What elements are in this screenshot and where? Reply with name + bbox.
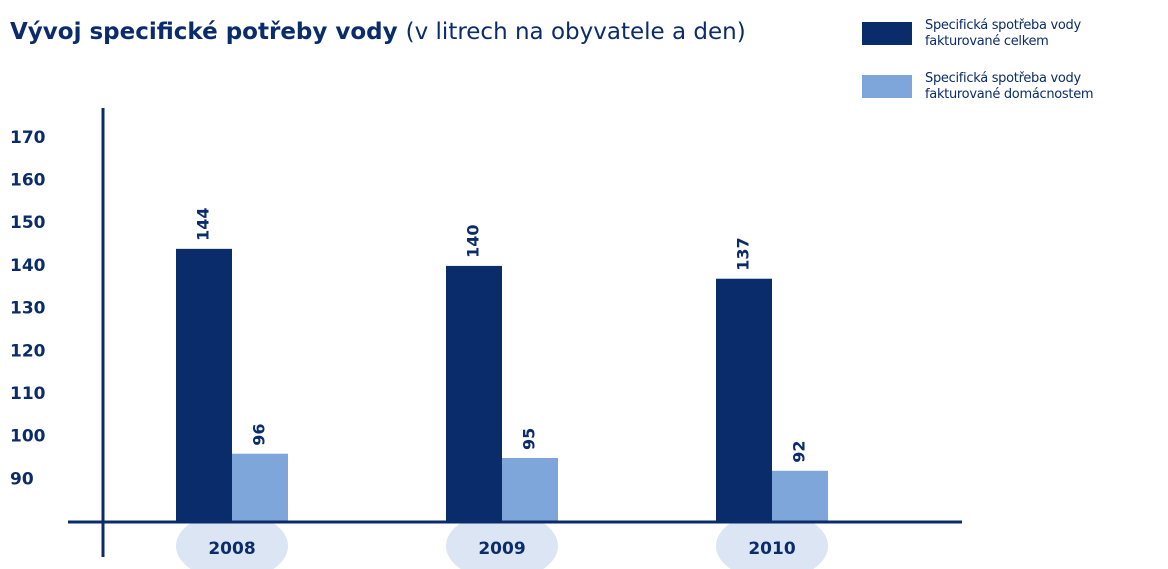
category-badge: [716, 522, 828, 569]
value-label: 144: [194, 207, 213, 240]
y-tick-label: 160: [10, 171, 46, 191]
y-tick-label: 140: [10, 256, 46, 276]
chart-title-group: Vývoj specifické potřeby vody (v litrech …: [10, 19, 746, 45]
category-badge: [176, 522, 288, 569]
bar: [502, 457, 558, 522]
bar: [716, 278, 772, 522]
y-tick-label: 110: [10, 384, 46, 404]
y-tick-label: 120: [10, 341, 46, 361]
value-label: 95: [520, 428, 539, 450]
legend-swatch: [862, 75, 912, 98]
x-tick-label: 2010: [748, 539, 795, 559]
value-label: 96: [250, 423, 269, 445]
y-tick-label: 100: [10, 427, 46, 447]
legend-line: Specifická spotřeba vody: [925, 18, 1081, 33]
x-tick-label: 2009: [478, 539, 525, 559]
bar: [176, 248, 232, 522]
legend-label: Specifická spotřeba vody fakturované domá…: [925, 71, 1093, 102]
y-tick-label: 130: [10, 299, 46, 319]
chart-title: Vývoj specifické potřeby vody: [10, 19, 398, 45]
value-label: 92: [790, 441, 809, 463]
category-badge: [446, 522, 558, 569]
y-tick-label: 170: [10, 128, 46, 148]
chart-subtitle: (v litrech na obyvatele a den): [406, 19, 746, 45]
legend-line: Specifická spotřeba vody: [925, 71, 1081, 86]
x-tick-label: 2008: [208, 539, 255, 559]
legend-line: fakturované domácnostem: [925, 87, 1093, 102]
y-tick-label: 150: [10, 213, 46, 233]
legend-line: fakturované celkem: [925, 34, 1049, 49]
value-label: 137: [734, 237, 753, 270]
legend-label: Specifická spotřeba vody fakturované celk…: [925, 18, 1081, 49]
legend-swatch: [862, 22, 912, 45]
y-tick-label: 90: [10, 469, 34, 489]
bar: [232, 453, 288, 522]
bar: [772, 470, 828, 522]
value-label: 140: [464, 225, 483, 258]
bar: [446, 265, 502, 522]
